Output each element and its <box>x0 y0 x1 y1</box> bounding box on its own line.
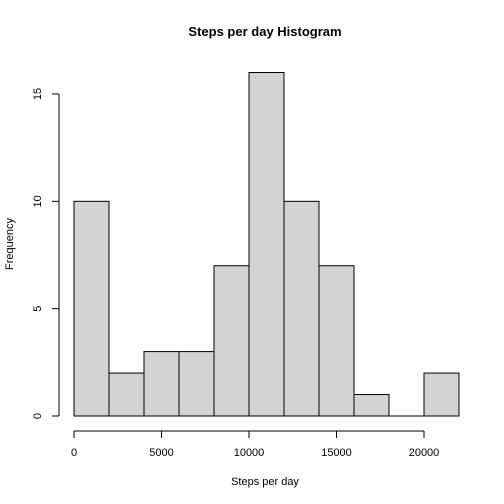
chart-title: Steps per day Histogram <box>188 24 341 39</box>
x-tick-label: 5000 <box>149 447 173 459</box>
histogram-bar <box>73 200 110 417</box>
histogram-bar <box>108 372 145 417</box>
y-tick-label: 5 <box>32 306 44 312</box>
histogram-bar <box>353 394 390 417</box>
y-tick-label: 0 <box>32 413 44 419</box>
x-tick-label: 15000 <box>321 447 352 459</box>
x-tick-label: 10000 <box>234 447 265 459</box>
histogram-bar <box>423 372 460 417</box>
x-tick-label: 20000 <box>409 447 440 459</box>
histogram-bar <box>248 72 285 417</box>
y-axis-label: Frequency <box>4 218 16 270</box>
x-axis: 0 5000 10000 15000 20000 <box>71 430 440 459</box>
histogram-bar <box>213 265 250 417</box>
y-tick-label: 15 <box>32 88 44 100</box>
x-tick-label: 0 <box>71 447 77 459</box>
histogram-bar <box>178 351 215 417</box>
histogram-bar <box>283 200 320 417</box>
y-tick-label: 10 <box>32 195 44 207</box>
y-axis: 0 5 10 15 <box>32 88 60 419</box>
x-axis-label: Steps per day <box>231 476 299 488</box>
histogram-bar <box>318 265 355 417</box>
bars-group <box>73 72 460 417</box>
histogram-bar <box>143 351 180 417</box>
